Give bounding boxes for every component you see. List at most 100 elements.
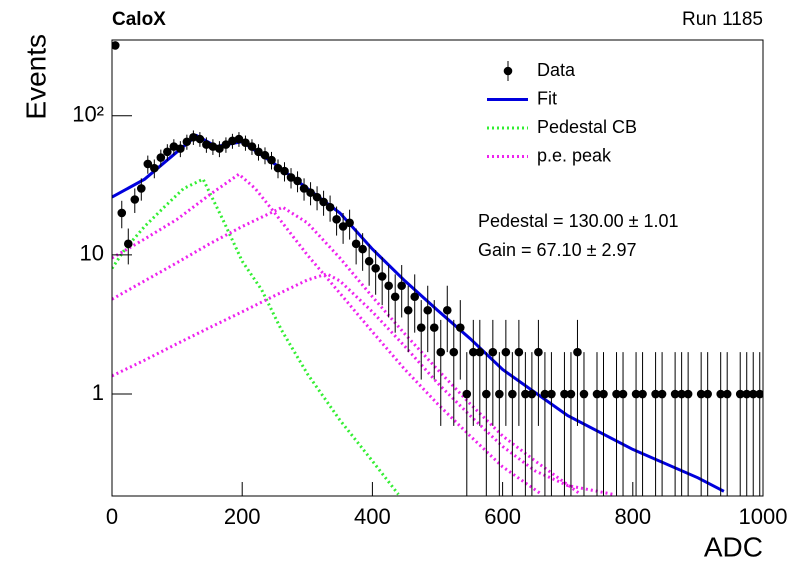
data-point: [123, 239, 133, 249]
data-point: [182, 137, 192, 147]
data-point: [384, 281, 393, 291]
data-point: [573, 347, 582, 357]
data-point: [169, 142, 179, 151]
data-point: [455, 323, 465, 332]
data-point: [163, 147, 172, 157]
data-point: [436, 347, 446, 357]
data-point: [638, 389, 647, 399]
chart-title: CaloX: [112, 9, 166, 30]
data-point: [319, 197, 328, 207]
data-point: [748, 389, 758, 399]
data-point: [449, 347, 459, 357]
data-point: [136, 184, 146, 193]
legend-label: p.e. peak: [537, 145, 612, 165]
data-point: [527, 389, 537, 399]
curve: [112, 172, 543, 496]
data-point: [716, 389, 725, 399]
data-point: [579, 389, 589, 399]
data-point: [735, 389, 745, 399]
data-point: [547, 389, 556, 399]
data-point: [351, 239, 361, 249]
data-point: [651, 389, 660, 399]
data-point: [247, 142, 257, 151]
data-point: [410, 292, 420, 302]
data-point: [416, 323, 426, 332]
data-point: [540, 389, 550, 399]
data-point: [495, 389, 504, 399]
data-point: [592, 389, 602, 399]
data-point: [254, 147, 263, 157]
data-point: [469, 347, 478, 357]
curve: [112, 177, 400, 496]
data-point: [280, 166, 289, 176]
data-point: [670, 389, 680, 399]
data-point: [618, 389, 628, 399]
data-point: [358, 244, 367, 254]
data-point: [221, 140, 231, 149]
data-point: [215, 144, 224, 153]
data-point: [403, 305, 413, 315]
data-point: [312, 192, 322, 202]
data-point: [260, 150, 270, 160]
data-point: [117, 208, 127, 218]
data-point: [345, 218, 354, 228]
data-point: [156, 153, 166, 162]
data-point: [482, 389, 491, 399]
data-point: [364, 256, 374, 266]
curve: [112, 205, 582, 496]
data-point: [683, 389, 693, 399]
curve: [112, 133, 725, 493]
x-tick-label: 600: [484, 504, 521, 529]
plot-area: [112, 41, 763, 496]
annotation: Gain = 67.10 ± 2.97: [478, 240, 637, 260]
data-point: [722, 389, 732, 399]
y-tick-label: 1: [92, 380, 104, 405]
data-point: [195, 134, 205, 144]
data-point: [462, 389, 472, 399]
data-point: [599, 389, 608, 399]
legend-marker: [503, 66, 513, 76]
data-point: [325, 202, 335, 212]
data-point: [566, 389, 576, 399]
data-point: [657, 389, 667, 399]
data-point: [286, 173, 296, 182]
data-point: [534, 347, 543, 357]
data-point: [338, 222, 348, 231]
y-axis-label: Events: [20, 34, 51, 120]
data-point: [208, 142, 218, 151]
data-point: [306, 188, 315, 197]
data-point: [202, 140, 211, 149]
data-point: [429, 323, 439, 332]
data-point: [143, 159, 153, 169]
legend-label: Data: [537, 60, 576, 80]
data-point: [130, 195, 140, 204]
data-point: [241, 138, 250, 147]
data-point: [390, 292, 400, 302]
data-point: [742, 389, 752, 399]
data-point: [488, 347, 498, 357]
data-point: [228, 136, 237, 146]
legend-label: Pedestal CB: [537, 117, 637, 137]
data-point: [332, 215, 341, 224]
x-tick-label: 0: [106, 504, 118, 529]
data-point: [514, 347, 524, 357]
data-point: [612, 389, 621, 399]
x-tick-label: 200: [224, 504, 261, 529]
data-point: [423, 305, 433, 315]
data-point: [299, 184, 309, 193]
data-point: [508, 389, 517, 399]
frame: [111, 39, 764, 497]
legend-label: Fit: [537, 88, 557, 108]
annotation: Pedestal = 130.00 ± 1.01: [478, 211, 679, 231]
data-point: [755, 389, 763, 399]
data-point: [475, 347, 485, 357]
data-point: [377, 272, 387, 281]
data-point: [501, 347, 511, 357]
y-tick-label: 10²: [72, 102, 104, 127]
data-point: [150, 163, 159, 173]
data-point: [631, 389, 641, 399]
y-tick-label: 10: [80, 241, 104, 266]
data-point: [176, 144, 185, 153]
data-point: [677, 389, 686, 399]
data-point: [234, 134, 244, 144]
